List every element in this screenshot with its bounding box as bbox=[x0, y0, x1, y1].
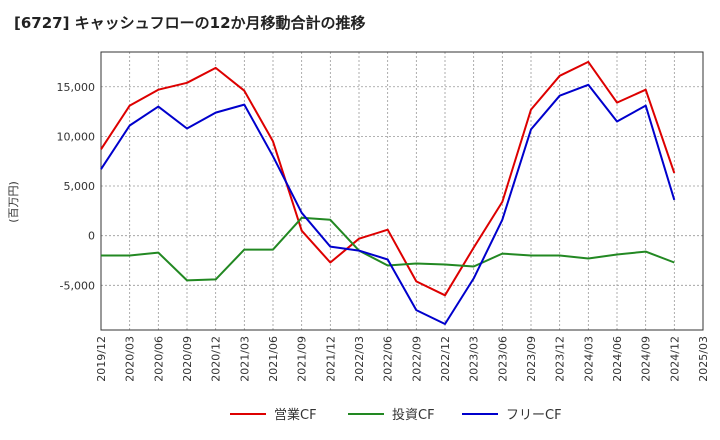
x-tick-label: 2019/12 bbox=[95, 336, 108, 382]
y-tick-labels: -5,000 0 5,000 10,000 15,000 bbox=[57, 81, 96, 293]
plot-area bbox=[100, 51, 704, 331]
legend: 営業CF 投資CF フリーCF bbox=[230, 407, 562, 423]
series-lines bbox=[100, 60, 676, 325]
x-tick-label: 2021/03 bbox=[238, 336, 251, 382]
x-tick-label: 2020/06 bbox=[152, 336, 165, 382]
x-tick-label: 2021/12 bbox=[324, 336, 337, 382]
series-line bbox=[100, 83, 676, 325]
series-line bbox=[100, 60, 676, 297]
x-tick-labels: 2019/12 2020/03 2020/06 2020/09 2020/12 2021/… bbox=[95, 336, 710, 382]
x-tick-label: 2023/12 bbox=[554, 336, 567, 382]
series-line bbox=[101, 216, 675, 282]
legend-label: フリーCF bbox=[506, 408, 562, 423]
x-tick-label: 2021/09 bbox=[296, 336, 309, 382]
y-tick-label: 15,000 bbox=[57, 81, 96, 94]
y-tick-label: 0 bbox=[88, 230, 95, 243]
y-tick-label: -5,000 bbox=[60, 279, 95, 292]
x-tick-label: 2024/12 bbox=[668, 336, 681, 382]
legend-label: 投資CF bbox=[392, 407, 435, 423]
x-tick-label: 2024/09 bbox=[640, 336, 653, 382]
x-tick-label: 2020/09 bbox=[181, 336, 194, 382]
x-tick-label: 2024/06 bbox=[611, 336, 624, 382]
x-tick-label: 2022/06 bbox=[382, 336, 395, 382]
x-tick-label: 2023/09 bbox=[525, 336, 538, 382]
x-tick-label: 2020/12 bbox=[210, 336, 223, 382]
x-tick-label: 2025/03 bbox=[697, 336, 710, 382]
y-tick-label: 5,000 bbox=[64, 180, 96, 193]
legend-label: 営業CF bbox=[274, 407, 317, 423]
x-tick-label: 2022/09 bbox=[410, 336, 423, 382]
x-tick-label: 2023/03 bbox=[468, 336, 481, 382]
x-tick-label: 2021/06 bbox=[267, 336, 280, 382]
y-tick-label: 10,000 bbox=[57, 130, 96, 143]
x-tick-label: 2024/03 bbox=[582, 336, 595, 382]
y-axis-label: (百万円) bbox=[7, 181, 20, 223]
x-tick-label: 2022/03 bbox=[353, 336, 366, 382]
x-tick-label: 2023/06 bbox=[496, 336, 509, 382]
chart-title: [6727] キャッシュフローの12か月移動合計の推移 bbox=[14, 14, 366, 32]
gridlines bbox=[101, 52, 703, 330]
x-tick-label: 2020/03 bbox=[124, 336, 137, 382]
x-tick-label: 2022/12 bbox=[439, 336, 452, 382]
